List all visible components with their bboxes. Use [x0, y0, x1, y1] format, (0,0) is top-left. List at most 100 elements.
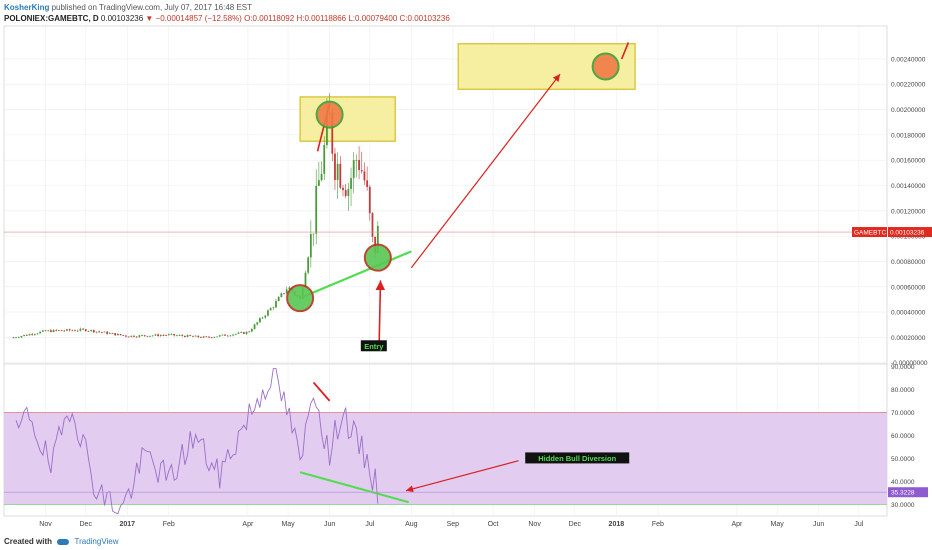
candle-body — [106, 331, 109, 334]
candle-body — [58, 330, 60, 332]
candles — [12, 93, 379, 339]
rsi-band — [4, 412, 887, 505]
candle-body — [25, 334, 28, 336]
tradingview-logo-icon — [57, 538, 70, 545]
candle-body — [242, 332, 245, 334]
candle-body — [213, 336, 216, 338]
footer: Created with TradingView — [4, 537, 119, 546]
candle-body — [304, 272, 307, 288]
annotation-circle — [363, 243, 392, 272]
x-tick-label: Sep — [447, 521, 460, 528]
candle-body — [320, 173, 323, 181]
candle-body — [165, 335, 168, 336]
candle-body — [151, 335, 154, 337]
tradingview-brand[interactable]: TradingView — [74, 537, 119, 546]
candle-body — [232, 334, 235, 336]
candle-body — [116, 333, 119, 336]
price-y-tick-label: 0.00120000 — [891, 208, 926, 215]
price-y-tick-label: 0.00040000 — [891, 310, 926, 317]
candle-body — [90, 330, 92, 331]
candle-body — [360, 170, 363, 172]
annotation-circle — [286, 284, 315, 313]
candle-body — [63, 330, 66, 332]
candle-body — [130, 335, 133, 337]
candle-body — [352, 160, 355, 179]
last-price-tag-label: 0.00103236 — [890, 230, 925, 237]
candle-body — [350, 178, 352, 189]
candle-body — [44, 330, 47, 332]
candle-body — [197, 335, 200, 338]
x-tick-label: Jun — [813, 521, 824, 528]
candle-body — [183, 335, 186, 337]
candle-body — [272, 307, 275, 309]
x-tick-label: 2017 — [119, 521, 135, 528]
x-tick-label: Feb — [652, 521, 664, 528]
candle-body — [175, 335, 178, 337]
candle-body — [92, 330, 95, 333]
candle-body — [60, 330, 63, 332]
candle-body — [339, 163, 342, 188]
entry-label: Entry — [364, 342, 384, 351]
candle-body — [189, 335, 192, 336]
support-trendline — [302, 250, 412, 298]
candle-body — [229, 335, 232, 337]
candle-body — [23, 334, 25, 337]
x-tick-label: Apr — [731, 521, 743, 528]
candle-body — [12, 337, 15, 339]
candle-body — [210, 337, 213, 339]
candle-body — [371, 213, 374, 237]
candle-body — [250, 329, 253, 332]
rsi-value-tag — [888, 487, 928, 498]
price-y-tick-label: -0.00000000 — [891, 360, 928, 367]
candle-body — [336, 163, 339, 180]
candle-body — [358, 159, 360, 171]
candle-body — [202, 336, 205, 338]
candle-body — [315, 185, 318, 234]
candle-body — [269, 308, 272, 311]
x-tick-label: Nov — [39, 521, 52, 528]
rsi-y-tick-label: 40.0000 — [891, 479, 915, 486]
candle-body — [20, 336, 23, 338]
candle-body — [280, 293, 283, 298]
open-value: O:0.00118092 — [244, 14, 295, 23]
candle-body — [31, 334, 34, 335]
candle-body — [133, 335, 135, 337]
candle-body — [267, 310, 269, 316]
candle-body — [47, 330, 50, 332]
rsi-green-line — [299, 471, 409, 504]
candle-body — [98, 331, 101, 333]
rsi-y-tick-label: 90.0000 — [891, 364, 915, 371]
symbol-label[interactable]: POLONIEX:GAMEBTC, D — [4, 14, 99, 23]
candle-body — [275, 301, 277, 308]
candle-body — [194, 335, 197, 337]
candle-body — [277, 297, 280, 302]
candle-body — [76, 330, 79, 332]
price-y-tick-label: 0.00220000 — [891, 82, 926, 89]
x-tick-label: Oct — [488, 521, 499, 528]
candle-body — [143, 335, 146, 337]
candle-body — [167, 334, 170, 336]
candle-body — [285, 289, 288, 294]
candle-body — [111, 333, 114, 334]
candle-body — [33, 334, 36, 335]
candle-body — [66, 329, 68, 331]
price-y-tick-label: 0.00240000 — [891, 56, 926, 63]
candle-body — [334, 153, 336, 180]
candle-body — [55, 329, 58, 331]
author-link[interactable]: KosherKing — [4, 3, 50, 12]
candle-body — [200, 337, 202, 338]
x-tick-label: Feb — [163, 521, 175, 528]
x-tick-label: Jun — [324, 521, 335, 528]
x-tick-label: Dec — [569, 521, 582, 528]
divergence-label-box — [525, 452, 630, 464]
symbol-price-tag-label: GAMEBTC — [854, 230, 886, 237]
rsi-y-tick-label: 60.0000 — [891, 433, 915, 440]
candle-body — [309, 234, 312, 258]
candle-body — [331, 112, 334, 154]
candle-body — [259, 318, 261, 323]
rsi-red-line — [312, 381, 331, 402]
candle-body — [261, 317, 264, 319]
candle-body — [218, 335, 221, 337]
candle-body — [326, 114, 328, 146]
